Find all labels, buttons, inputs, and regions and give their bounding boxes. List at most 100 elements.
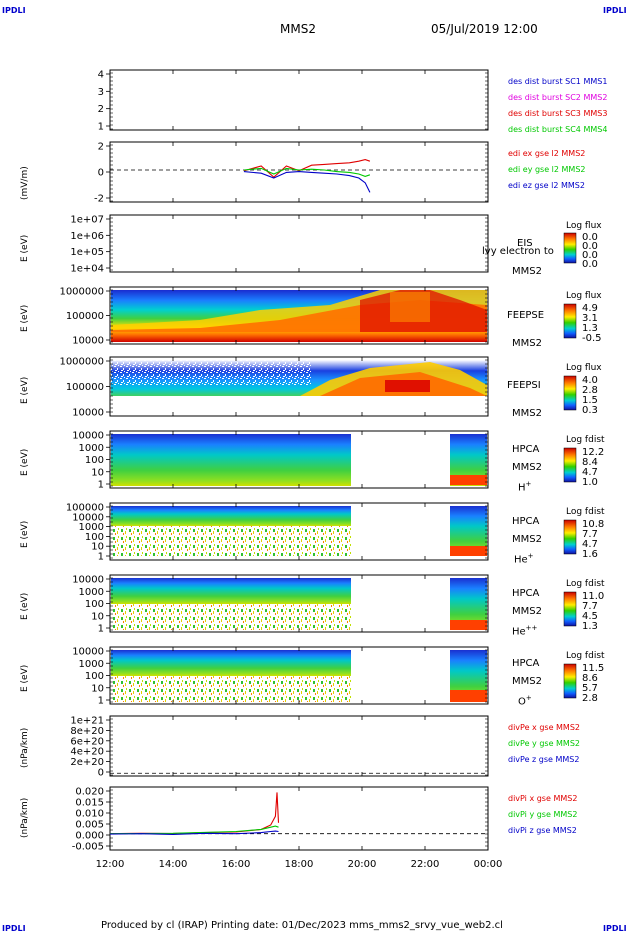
cb-title-hpca-o: Log fdist — [566, 651, 605, 661]
ylabel-hpca-he: E (eV) — [20, 520, 30, 548]
y-tick-label: 10 — [91, 542, 104, 553]
cb-values-eis: 0.0 0.0 0.0 0.0 — [582, 232, 598, 270]
y-tick-label: 1000 — [79, 522, 104, 533]
hpca-o-ion: O+ — [518, 694, 532, 708]
date-time: 05/Jul/2019 12:00 — [431, 22, 538, 36]
cb-title-eis: Log flux — [566, 221, 602, 231]
y-tick-label: 0 — [98, 768, 104, 779]
ylabel-hpca-o: E (eV) — [20, 664, 30, 692]
corner-mark-top-left: IPDLI — [2, 6, 26, 15]
y-tick-label: 1 — [98, 122, 104, 133]
y-tick-label: 2e+20 — [70, 757, 104, 768]
legend-sc-burst-0: des dist burst SC1 MMS1 — [508, 77, 607, 86]
y-tick-label: 100 — [85, 532, 104, 543]
y-tick-label: 10000 — [72, 512, 104, 523]
y-tick-label: 10 — [91, 683, 104, 694]
feepsi-sc-label: MMS2 — [512, 408, 542, 419]
y-tick-label: 10000 — [72, 336, 104, 347]
y-tick-label: 1e+07 — [70, 215, 104, 226]
series-divpi-2 — [109, 830, 279, 835]
panel-frame-eis — [109, 214, 489, 273]
y-tick-label: 10000 — [72, 408, 104, 419]
y-tick-label: 1 — [98, 480, 104, 491]
y-tick-label: 0.000 — [75, 831, 104, 842]
ylabel-feepsi: E (eV) — [20, 376, 30, 404]
hpca-h-ion: H+ — [518, 480, 532, 494]
y-tick-label: 100 — [85, 599, 104, 610]
x-tick-label: 20:00 — [348, 859, 377, 870]
cb-values-feepse: 4.9 3.1 1.3 -0.5 — [582, 303, 602, 344]
y-tick-label: 10000 — [72, 575, 104, 586]
y-tick-label: 1000000 — [59, 357, 104, 368]
cb-values-hpca-h: 12.2 8.4 4.7 1.0 — [582, 447, 605, 488]
hpca-he-ion: He+ — [514, 552, 534, 566]
panel-frame-divpe — [109, 715, 489, 777]
feepsi-label: FEEPSI — [507, 380, 541, 391]
legend-edi-field-1: edi ey gse l2 MMS2 — [508, 165, 586, 174]
hpca-he-spectrogram — [111, 506, 487, 556]
cb-values-hpca-o: 11.5 8.6 5.7 2.8 — [582, 663, 605, 704]
legend-sc-burst-3: des dist burst SC4 MMS4 — [508, 125, 607, 134]
y-tick-label: -2 — [94, 194, 104, 205]
legend-divpi-0: divPi x gse MMS2 — [508, 794, 577, 803]
hpca-h-spectrogram — [111, 434, 487, 486]
y-tick-label: 0.020 — [75, 787, 104, 798]
hpca-he-label: HPCA — [512, 516, 540, 527]
series-edi-field-2 — [243, 171, 371, 193]
x-tick-label: 00:00 — [474, 859, 503, 870]
cb-title-hpca-hepp: Log fdist — [566, 579, 605, 589]
cb-values-hpca-he: 10.8 7.7 4.7 1.6 — [582, 519, 605, 560]
legend-sc-burst-1: des dist burst SC2 MMS2 — [508, 93, 607, 102]
eis-label: EIS — [517, 238, 533, 249]
y-tick-label: 4 — [98, 70, 104, 81]
ylabel-eis: E (eV) — [20, 234, 30, 262]
legend-divpi-2: divPi z gse MMS2 — [508, 826, 577, 835]
y-tick-label: 0 — [98, 168, 104, 179]
legend-edi-field-0: edi ex gse l2 MMS2 — [508, 149, 585, 158]
corner-mark-bottom-right: IPDLI — [603, 924, 627, 933]
series-edi-field-0 — [243, 159, 371, 178]
y-tick-label: 4e+20 — [70, 747, 104, 758]
y-tick-label: 8e+20 — [70, 726, 104, 737]
y-tick-label: 1 — [98, 552, 104, 563]
panel-frame-divpi — [109, 786, 489, 851]
colorbar-hpca-hepp — [563, 591, 577, 627]
cb-values-hpca-hepp: 11.0 7.7 4.5 1.3 — [582, 591, 605, 632]
y-tick-label: 1000000 — [59, 287, 104, 298]
corner-mark-bottom-left: IPDLI — [2, 924, 26, 933]
colorbar-eis — [563, 232, 577, 264]
hpca-o-sc-label: MMS2 — [512, 676, 542, 687]
x-tick-label: 12:00 — [96, 859, 125, 870]
series-edi-field-1 — [243, 167, 371, 177]
y-tick-label: 0.005 — [75, 820, 104, 831]
y-tick-label: 10 — [91, 467, 104, 478]
feepse-spectrogram — [111, 290, 487, 342]
legend-divpe-2: divPe z gse MMS2 — [508, 755, 579, 764]
y-tick-label: 100 — [85, 671, 104, 682]
y-tick-label: 100 — [85, 455, 104, 466]
y-tick-label: 1000 — [79, 587, 104, 598]
y-tick-label: 100000 — [66, 382, 104, 393]
ylabel-feepse: E (eV) — [20, 304, 30, 332]
hpca-hepp-spectrogram — [111, 578, 487, 630]
legend-divpe-1: divPe y gse MMS2 — [508, 739, 580, 748]
feepse-sc-label: MMS2 — [512, 338, 542, 349]
y-tick-label: 1000 — [79, 659, 104, 670]
hpca-h-sc-label: MMS2 — [512, 462, 542, 473]
y-tick-label: 2 — [98, 142, 104, 153]
ylabel-divpi: (nPa/km) — [20, 797, 30, 838]
y-tick-label: 2 — [98, 104, 104, 115]
y-tick-label: 3 — [98, 87, 104, 98]
legend-sc-burst-2: des dist burst SC3 MMS3 — [508, 109, 607, 118]
series-divpi-0 — [109, 792, 280, 835]
panel-frame-sc-burst — [109, 69, 489, 131]
ylabel-edi: (mV/m) — [20, 166, 30, 200]
y-tick-label: 10000 — [72, 647, 104, 658]
y-tick-label: 1 — [98, 624, 104, 635]
y-tick-label: 1e+06 — [70, 231, 104, 242]
y-tick-label: 1e+05 — [70, 247, 104, 258]
feepsi-spectrogram — [111, 360, 487, 396]
feepse-label: FEEPSE — [507, 310, 545, 321]
hpca-hepp-ion: He++ — [512, 624, 538, 638]
